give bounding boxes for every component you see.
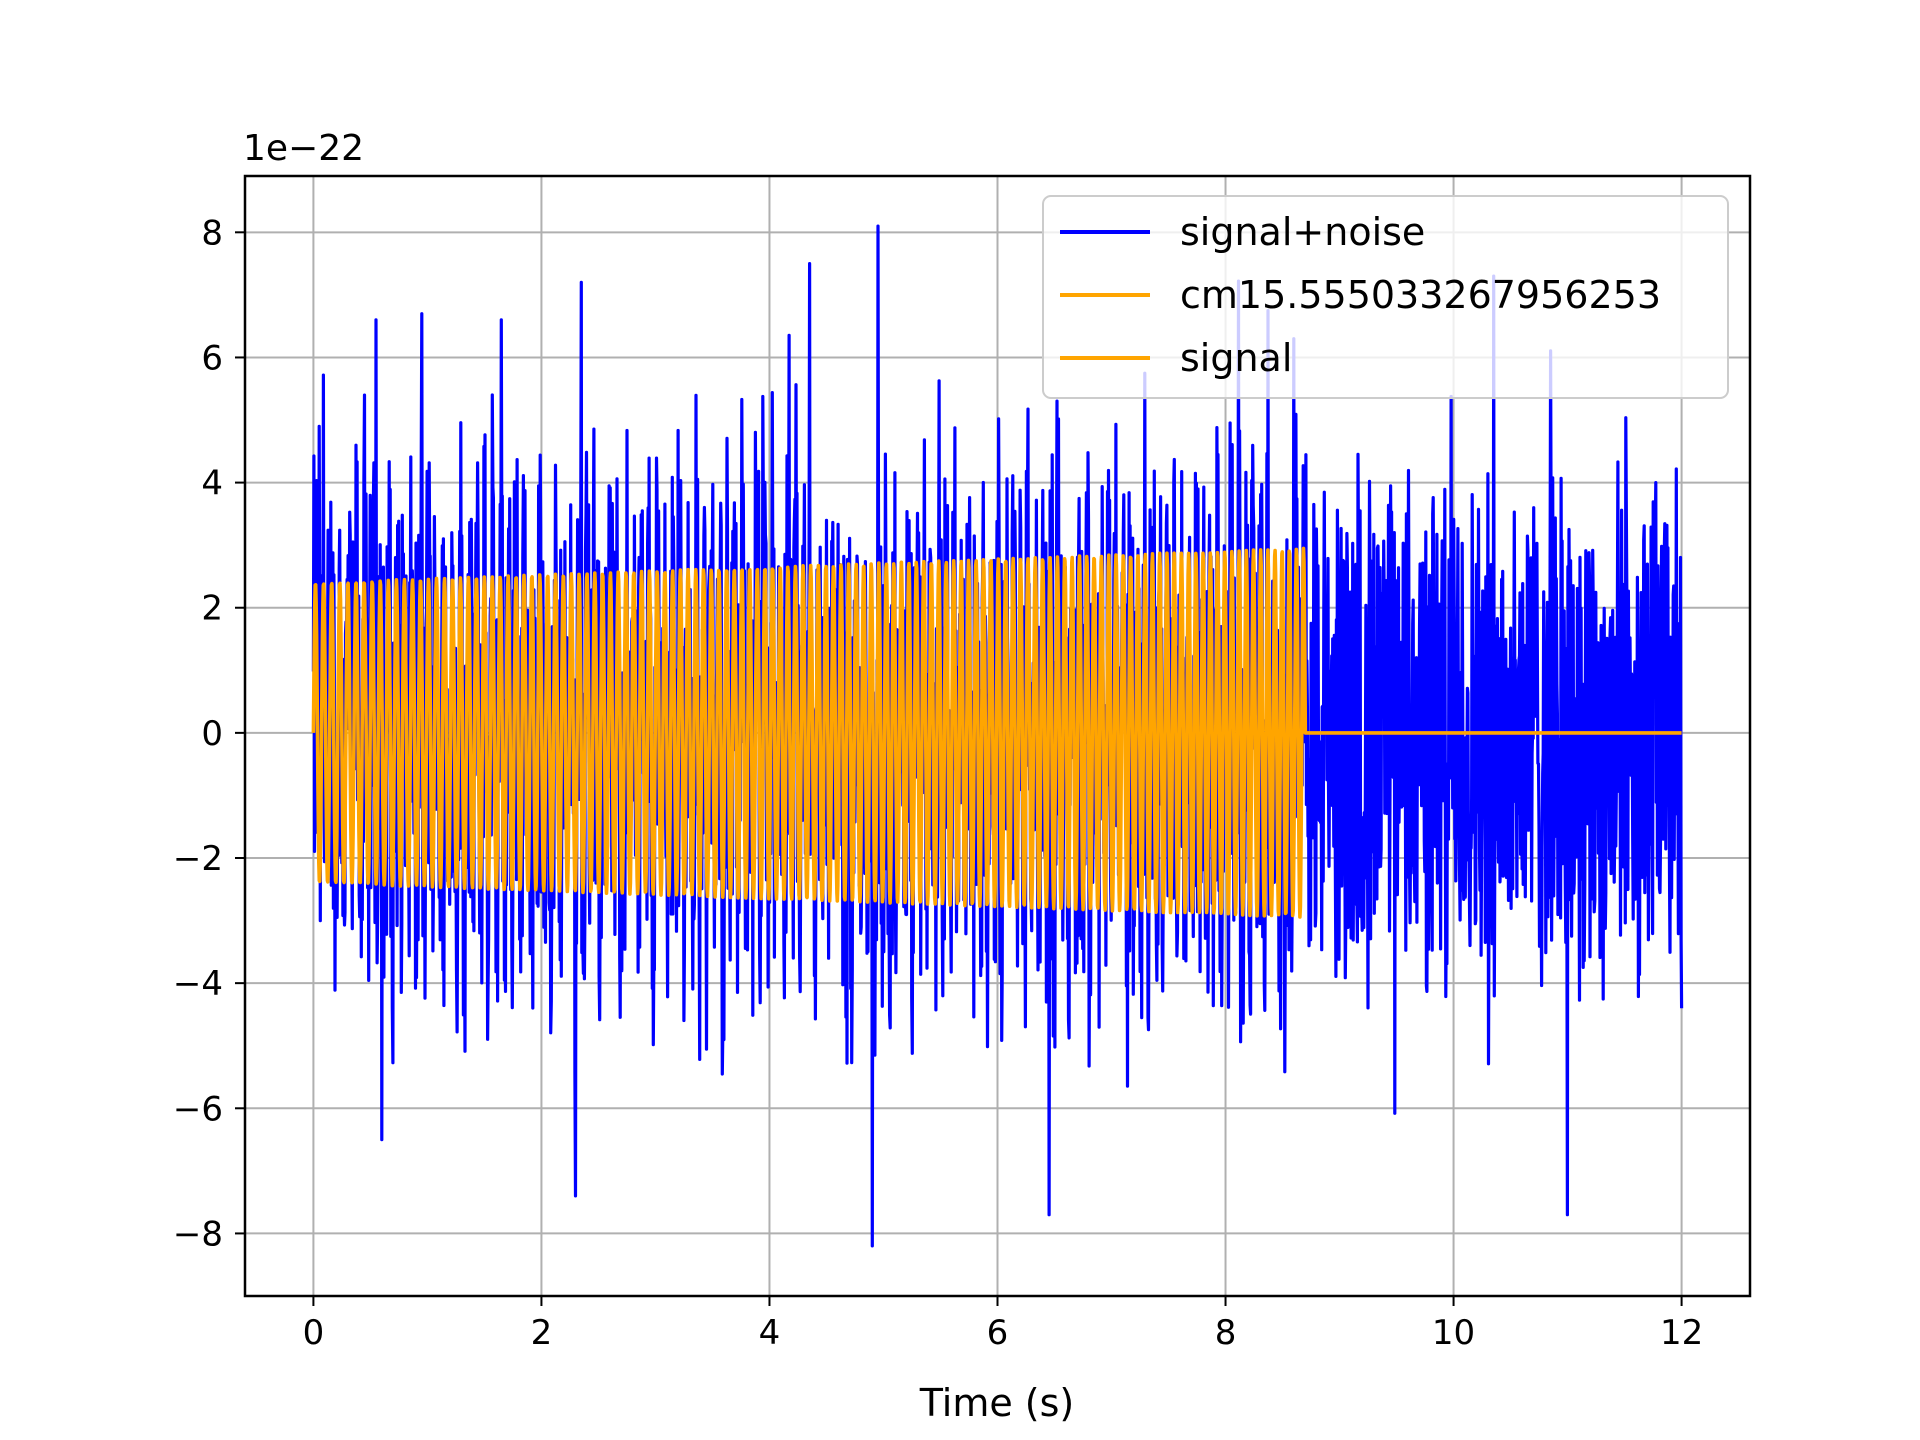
legend-box	[1042, 195, 1729, 399]
legend: signal+noise cm15.555033267956253 signal	[1042, 195, 1729, 399]
x-tick-label: 6	[987, 1313, 1009, 1353]
x-tick-label: 0	[303, 1313, 325, 1353]
y-tick-label: −8	[173, 1214, 223, 1254]
y-tick-label: 4	[201, 464, 223, 504]
legend-label: signal+noise	[1180, 210, 1425, 254]
x-tick-label: 8	[1215, 1313, 1237, 1353]
y-tick-label: −4	[173, 964, 223, 1004]
x-tick-label: 10	[1432, 1313, 1475, 1353]
y-tick-label: −6	[173, 1089, 223, 1129]
y-tick-label: 0	[201, 714, 223, 754]
legend-label: cm15.555033267956253	[1180, 273, 1661, 317]
x-axis-label: Time (s)	[919, 1381, 1075, 1425]
y-offset-label: 1e−22	[243, 128, 364, 169]
y-tick-label: 8	[201, 213, 223, 253]
series-line-signal	[311, 546, 1682, 919]
y-tick-label: −2	[173, 839, 223, 879]
legend-label: signal	[1180, 336, 1292, 380]
y-axis-ticks: −8 −6 −4 −2 0 2 4 6 8	[173, 213, 245, 1254]
y-tick-label: 6	[201, 338, 223, 378]
x-tick-label: 4	[759, 1313, 781, 1353]
y-tick-label: 2	[201, 589, 223, 629]
x-tick-label: 12	[1660, 1313, 1703, 1353]
series-layer	[311, 224, 1684, 1248]
x-axis-ticks: 0 2 4 6 8 10 12	[303, 1296, 1703, 1353]
x-tick-label: 2	[531, 1313, 553, 1353]
